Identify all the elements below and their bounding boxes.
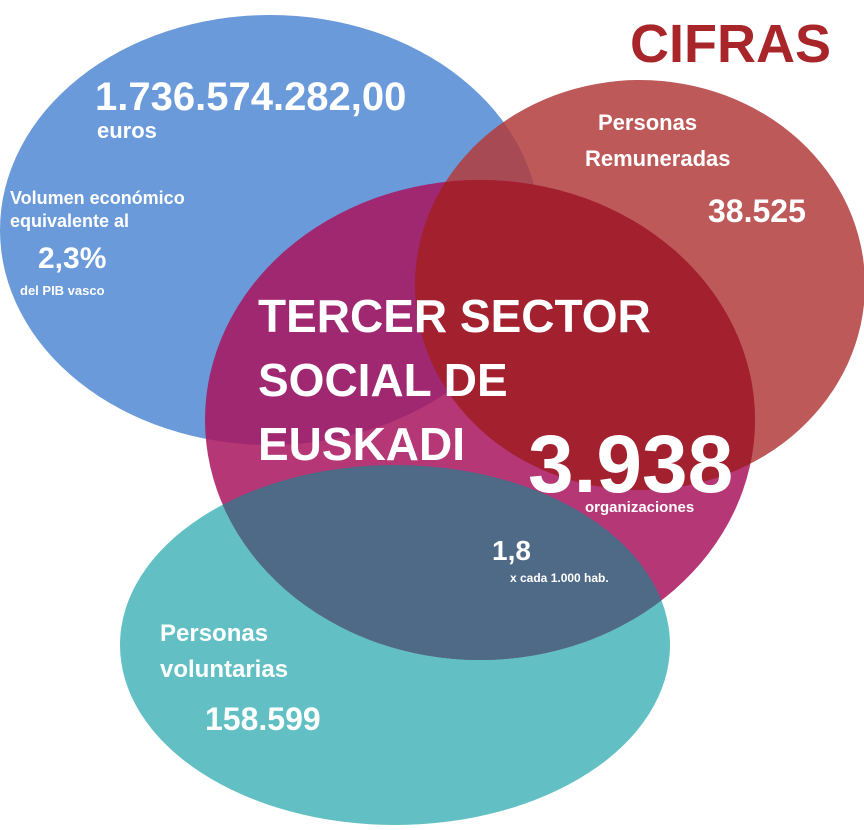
ratio: 1,8 <box>492 535 531 566</box>
percent: 2,3% <box>38 242 106 275</box>
center-title: SOCIAL DE <box>258 354 508 406</box>
ratio-note: x cada 1.000 hab. <box>510 571 609 585</box>
center-title: EUSKADI <box>258 418 465 470</box>
title: CIFRAS <box>630 14 831 74</box>
paid-value: 38.525 <box>708 193 806 229</box>
volunteer-overlap <box>205 465 670 660</box>
center-value: 3.938 <box>528 419 733 510</box>
description: equivalente al <box>10 211 129 231</box>
volunteer-label: Personas <box>160 620 268 647</box>
paid-label: Remuneradas <box>585 146 731 171</box>
volunteer-label: voluntarias <box>160 656 288 683</box>
center-unit: organizaciones <box>585 499 694 516</box>
amount-unit: euros <box>97 118 157 143</box>
amount: 1.736.574.282,00 <box>95 75 406 119</box>
volunteer-value: 158.599 <box>205 701 321 737</box>
paid-label: Personas <box>598 110 697 135</box>
description: Volumen económico <box>10 188 185 208</box>
percent-note: del PIB vasco <box>20 283 105 298</box>
center-title: TERCER SECTOR <box>258 290 651 342</box>
